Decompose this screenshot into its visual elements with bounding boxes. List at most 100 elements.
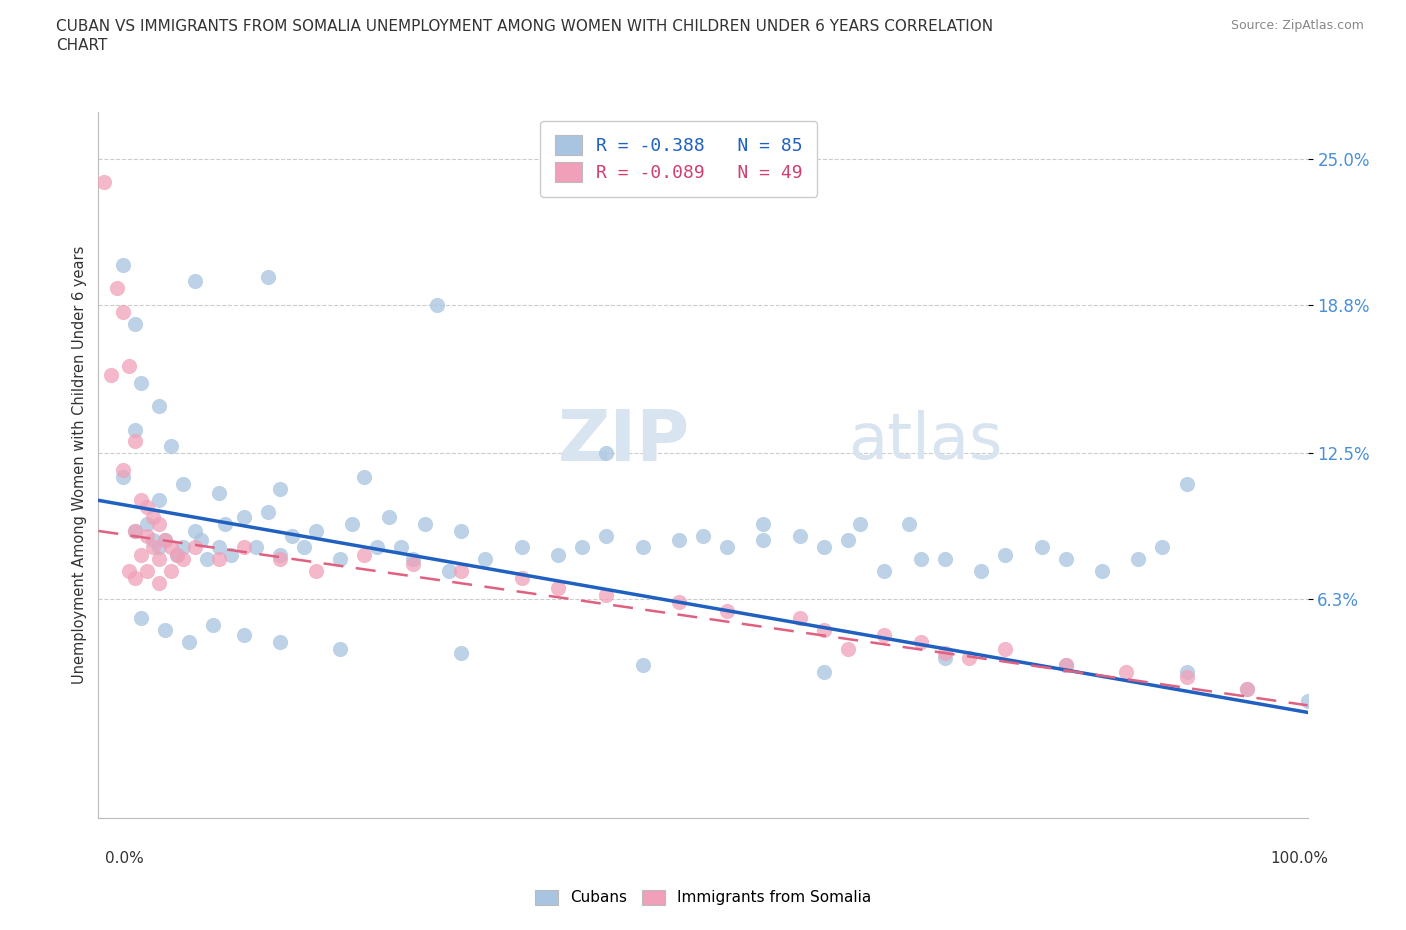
Point bbox=[232, 510, 254, 525]
Point bbox=[160, 540, 183, 555]
Point bbox=[1054, 658, 1077, 672]
Legend: Cubans, Immigrants from Somalia: Cubans, Immigrants from Somalia bbox=[527, 883, 879, 913]
Point bbox=[450, 524, 472, 538]
Point bbox=[668, 533, 690, 548]
Point bbox=[269, 551, 291, 566]
Point bbox=[389, 540, 412, 555]
Point bbox=[547, 547, 569, 562]
Text: atlas: atlas bbox=[848, 410, 1002, 472]
Point bbox=[124, 422, 146, 437]
Point bbox=[184, 540, 207, 555]
Point bbox=[353, 470, 375, 485]
Point bbox=[910, 551, 932, 566]
Point bbox=[752, 516, 775, 531]
Text: 0.0%: 0.0% bbox=[105, 851, 145, 866]
Point bbox=[934, 651, 956, 666]
Point bbox=[413, 516, 436, 531]
Point bbox=[1236, 682, 1258, 697]
Point bbox=[118, 564, 141, 578]
Point bbox=[752, 533, 775, 548]
Point bbox=[105, 281, 128, 296]
Point bbox=[172, 551, 194, 566]
Point bbox=[160, 564, 183, 578]
Point bbox=[910, 634, 932, 649]
Point bbox=[873, 564, 896, 578]
Point bbox=[202, 618, 225, 632]
Point bbox=[450, 564, 472, 578]
Point bbox=[269, 634, 291, 649]
Point bbox=[1031, 540, 1053, 555]
Point bbox=[153, 622, 176, 637]
Point bbox=[897, 516, 920, 531]
Point bbox=[1152, 540, 1174, 555]
Point bbox=[232, 540, 254, 555]
Point bbox=[172, 476, 194, 491]
Point bbox=[256, 269, 278, 284]
Point bbox=[813, 665, 835, 680]
Y-axis label: Unemployment Among Women with Children Under 6 years: Unemployment Among Women with Children U… bbox=[72, 246, 87, 684]
Point bbox=[366, 540, 388, 555]
Point bbox=[1128, 551, 1150, 566]
Point bbox=[100, 368, 122, 383]
Point bbox=[111, 470, 134, 485]
Point bbox=[184, 524, 207, 538]
Point bbox=[148, 551, 170, 566]
Point bbox=[595, 587, 617, 602]
Point bbox=[184, 273, 207, 288]
Point bbox=[142, 540, 165, 555]
Point bbox=[631, 540, 654, 555]
Point bbox=[994, 642, 1017, 657]
Text: Source: ZipAtlas.com: Source: ZipAtlas.com bbox=[1230, 19, 1364, 32]
Point bbox=[166, 547, 188, 562]
Point bbox=[118, 359, 141, 374]
Point bbox=[1236, 682, 1258, 697]
Point bbox=[111, 304, 134, 319]
Point bbox=[269, 547, 291, 562]
Point bbox=[1054, 658, 1077, 672]
Point bbox=[329, 551, 352, 566]
Point bbox=[129, 547, 152, 562]
Point bbox=[970, 564, 993, 578]
Point bbox=[256, 505, 278, 520]
Point bbox=[124, 571, 146, 586]
Point bbox=[221, 547, 243, 562]
Point bbox=[402, 556, 425, 571]
Point bbox=[129, 493, 152, 508]
Text: CUBAN VS IMMIGRANTS FROM SOMALIA UNEMPLOYMENT AMONG WOMEN WITH CHILDREN UNDER 6 : CUBAN VS IMMIGRANTS FROM SOMALIA UNEMPLO… bbox=[56, 19, 994, 53]
Point bbox=[547, 580, 569, 595]
Point bbox=[716, 604, 738, 618]
Point bbox=[124, 434, 146, 449]
Point bbox=[957, 651, 980, 666]
Point bbox=[135, 500, 157, 515]
Text: 100.0%: 100.0% bbox=[1271, 851, 1329, 866]
Point bbox=[1175, 665, 1198, 680]
Point bbox=[148, 540, 170, 555]
Point bbox=[214, 516, 236, 531]
Point bbox=[153, 533, 176, 548]
Point bbox=[668, 594, 690, 609]
Point bbox=[124, 316, 146, 331]
Point bbox=[124, 524, 146, 538]
Point bbox=[172, 540, 194, 555]
Point bbox=[160, 439, 183, 454]
Point bbox=[124, 524, 146, 538]
Point bbox=[135, 528, 157, 543]
Point bbox=[595, 445, 617, 460]
Point bbox=[245, 540, 267, 555]
Point bbox=[190, 533, 212, 548]
Point bbox=[837, 533, 859, 548]
Point bbox=[281, 528, 304, 543]
Point bbox=[148, 493, 170, 508]
Point bbox=[873, 627, 896, 642]
Point bbox=[510, 540, 533, 555]
Point bbox=[305, 524, 328, 538]
Point bbox=[142, 533, 165, 548]
Point bbox=[849, 516, 872, 531]
Point bbox=[129, 611, 152, 626]
Point bbox=[994, 547, 1017, 562]
Point bbox=[142, 510, 165, 525]
Point bbox=[129, 375, 152, 390]
Point bbox=[934, 646, 956, 661]
Point bbox=[148, 576, 170, 591]
Point bbox=[1091, 564, 1114, 578]
